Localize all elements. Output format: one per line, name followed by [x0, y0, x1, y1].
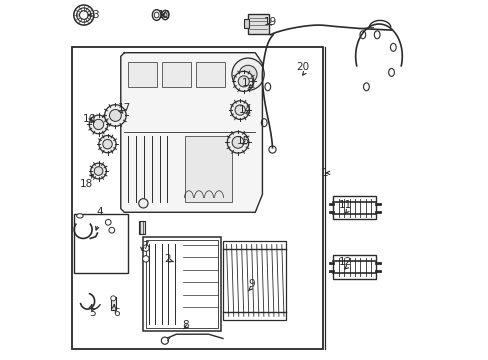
Bar [143, 237, 221, 330]
Text: 2: 2 [163, 254, 170, 264]
Polygon shape [121, 53, 262, 212]
Text: 16: 16 [82, 114, 96, 124]
Circle shape [142, 245, 149, 251]
Bar [185, 136, 231, 202]
Bar [110, 297, 116, 310]
Bar [196, 62, 224, 87]
Text: 17: 17 [118, 103, 131, 113]
Circle shape [102, 139, 112, 149]
Text: 20: 20 [295, 62, 308, 72]
Text: 7: 7 [142, 241, 149, 251]
Bar [128, 62, 156, 87]
Circle shape [139, 199, 148, 208]
Text: 6: 6 [113, 308, 120, 318]
Circle shape [110, 296, 116, 301]
Bar [146, 240, 218, 328]
Text: 10: 10 [158, 10, 171, 20]
Circle shape [239, 65, 257, 83]
Bar [72, 47, 323, 348]
Bar [139, 221, 145, 234]
Circle shape [89, 115, 108, 134]
Bar [333, 255, 376, 279]
Circle shape [233, 71, 253, 91]
Circle shape [105, 220, 111, 225]
Text: 12: 12 [338, 257, 351, 267]
Circle shape [93, 119, 103, 130]
Bar [247, 14, 268, 34]
Bar [333, 196, 376, 220]
Bar [223, 241, 285, 320]
Circle shape [90, 163, 106, 179]
Text: 18: 18 [80, 179, 93, 189]
Text: 11: 11 [338, 200, 351, 210]
Text: 13: 13 [242, 78, 255, 88]
Text: 19: 19 [263, 17, 276, 27]
Circle shape [109, 109, 121, 121]
Text: 15: 15 [236, 136, 249, 145]
Circle shape [230, 101, 249, 120]
Circle shape [227, 132, 248, 153]
Circle shape [104, 105, 126, 126]
Circle shape [232, 136, 244, 148]
Circle shape [94, 167, 102, 175]
Bar [244, 19, 248, 28]
Text: 3: 3 [92, 10, 99, 20]
Text: 8: 8 [182, 320, 188, 330]
Circle shape [235, 105, 245, 115]
Text: 1: 1 [322, 168, 328, 178]
Ellipse shape [77, 214, 83, 218]
Text: 14: 14 [238, 105, 251, 115]
Text: 9: 9 [248, 279, 255, 289]
Circle shape [231, 58, 264, 90]
Circle shape [109, 227, 115, 233]
Circle shape [238, 76, 249, 87]
Bar [74, 214, 128, 273]
Circle shape [99, 135, 116, 153]
Bar [162, 62, 190, 87]
Text: 5: 5 [89, 308, 96, 318]
Circle shape [161, 337, 168, 344]
Circle shape [142, 256, 149, 262]
Text: 4: 4 [96, 207, 102, 217]
